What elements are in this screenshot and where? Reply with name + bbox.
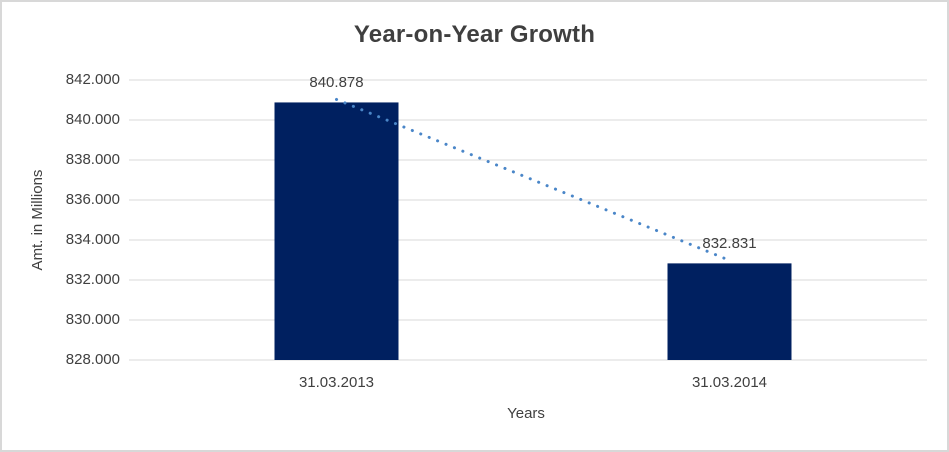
- bar-data-label: 832.831: [702, 235, 757, 253]
- bar: [667, 263, 792, 360]
- y-tick-label: 832.000: [65, 271, 120, 288]
- chart-title: Year-on-Year Growth: [353, 21, 596, 48]
- y-tick-label: 834.000: [65, 231, 120, 248]
- x-tick-label: 31.03.2014: [691, 374, 768, 391]
- x-tick-label: 31.03.2013: [298, 374, 375, 391]
- y-tick-label: 842.000: [65, 71, 120, 88]
- bar-data-label: 840.878: [309, 74, 364, 92]
- bar: [274, 102, 399, 360]
- x-axis-title: Years: [507, 405, 545, 422]
- y-tick-label: 828.000: [65, 351, 120, 368]
- trendline: [335, 97, 731, 262]
- y-tick-label: 838.000: [65, 151, 120, 168]
- y-tick-label: 840.000: [65, 111, 120, 128]
- y-tick-label: 836.000: [65, 191, 120, 208]
- y-tick-label: 830.000: [65, 311, 120, 328]
